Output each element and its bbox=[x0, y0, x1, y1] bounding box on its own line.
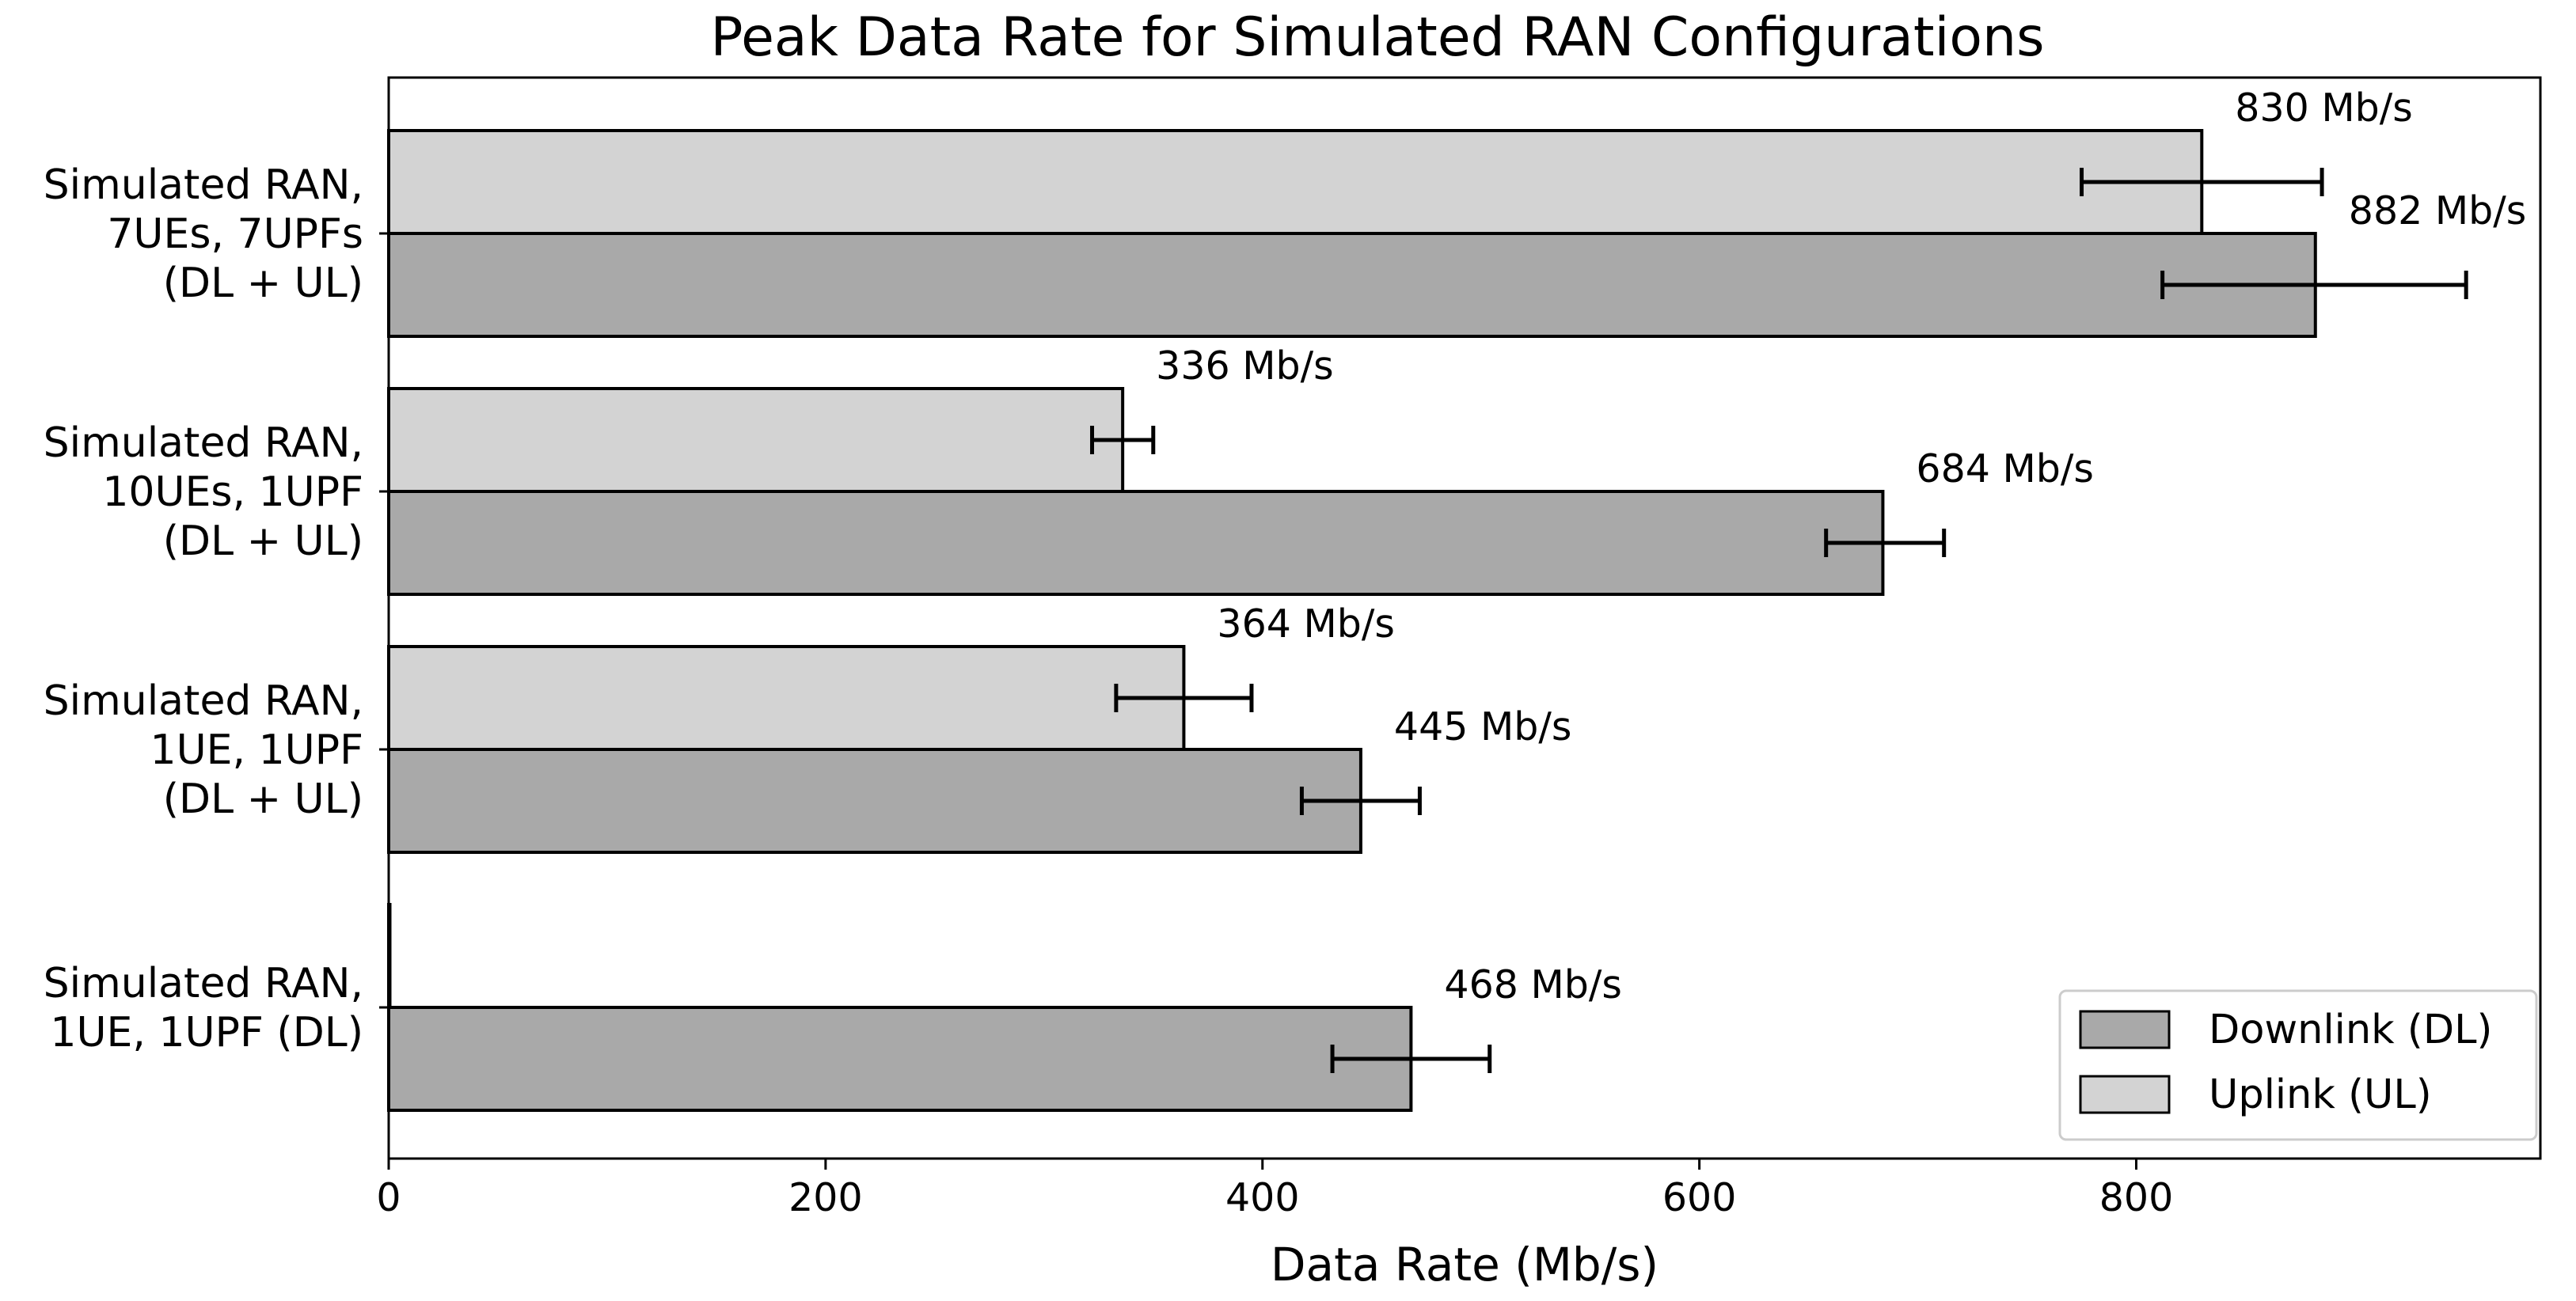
data-label: 830 Mb/s bbox=[2235, 85, 2413, 131]
data-label: 336 Mb/s bbox=[1156, 343, 1334, 389]
y-tick-label: Simulated RAN, bbox=[44, 960, 363, 1007]
downlink-bar bbox=[387, 1006, 1413, 1112]
data-label: 468 Mb/s bbox=[1444, 962, 1622, 1007]
x-tick-label: 400 bbox=[1225, 1175, 1300, 1220]
y-tick-label: (DL + UL) bbox=[163, 518, 363, 565]
data-label: 445 Mb/s bbox=[1394, 704, 1572, 749]
data-label: 882 Mb/s bbox=[2349, 188, 2527, 233]
y-tick-label: Simulated RAN, bbox=[44, 161, 363, 209]
y-tick-label: Simulated RAN, bbox=[44, 677, 363, 725]
legend-frame bbox=[2058, 989, 2538, 1141]
plot-frame bbox=[387, 76, 2542, 1160]
downlink-bar bbox=[387, 748, 1362, 854]
downlink-bar bbox=[387, 232, 2317, 338]
downlink-legend-label: Downlink (DL) bbox=[2209, 1007, 2492, 1053]
chart-title: Peak Data Rate for Simulated RAN Configu… bbox=[710, 6, 2044, 69]
uplink-legend-label: Uplink (UL) bbox=[2209, 1072, 2432, 1118]
y-tick-label: (DL + UL) bbox=[163, 260, 363, 307]
data-label: 364 Mb/s bbox=[1217, 601, 1395, 647]
uplink-bar bbox=[387, 129, 2204, 235]
uplink-legend-swatch bbox=[2079, 1075, 2171, 1114]
downlink-legend-swatch bbox=[2079, 1010, 2171, 1049]
uplink-bar bbox=[387, 645, 1186, 751]
x-tick-label: 200 bbox=[788, 1175, 863, 1220]
y-tick-label: 1UE, 1UPF bbox=[150, 726, 363, 774]
y-tick-label: 7UEs, 7UPFs bbox=[107, 211, 363, 258]
x-tick-label: 800 bbox=[2099, 1175, 2174, 1220]
data-label: 684 Mb/s bbox=[1916, 446, 2094, 491]
y-tick-label: 1UE, 1UPF (DL) bbox=[50, 1009, 363, 1056]
x-axis-label: Data Rate (Mb/s) bbox=[1271, 1238, 1658, 1292]
x-tick-label: 0 bbox=[376, 1175, 401, 1220]
y-tick-label: Simulated RAN, bbox=[44, 419, 363, 467]
downlink-bar bbox=[387, 490, 1885, 596]
x-tick-label: 600 bbox=[1662, 1175, 1737, 1220]
y-tick-label: 10UEs, 1UPF bbox=[102, 468, 363, 516]
legend: Downlink (DL) Uplink (UL) bbox=[2058, 989, 2538, 1141]
uplink-bar bbox=[387, 387, 1125, 493]
y-tick-label: (DL + UL) bbox=[163, 776, 363, 823]
